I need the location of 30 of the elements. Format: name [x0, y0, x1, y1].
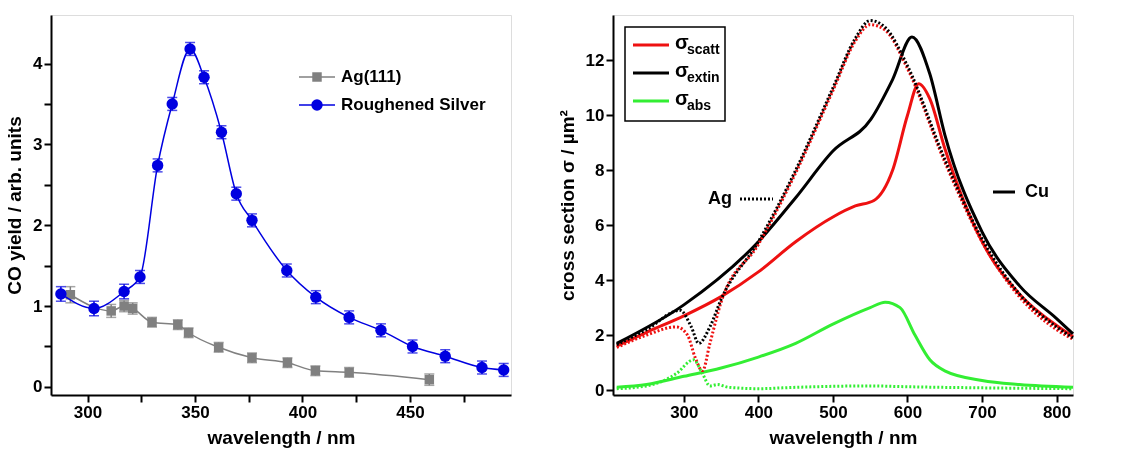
- y-tick-label: 6: [595, 215, 605, 235]
- x-tick-label: 800: [1042, 402, 1072, 422]
- y-tick-label: 4: [33, 54, 44, 74]
- x-tick-label: 400: [744, 402, 774, 422]
- annotation: Ag: [708, 188, 732, 208]
- x-tick-label: 300: [670, 402, 699, 422]
- x-tick-label: 500: [819, 402, 848, 422]
- y-tick-label: 1: [33, 296, 43, 316]
- x-tick-label: 350: [181, 402, 210, 422]
- x-axis-title: wavelength / nm: [206, 426, 356, 448]
- annotation: Cu: [1025, 181, 1049, 201]
- x-tick-label: 450: [396, 402, 425, 422]
- x-tick-label: 700: [968, 402, 997, 422]
- y-tick-label: 12: [585, 50, 605, 70]
- legend-label: Ag(111): [341, 67, 402, 86]
- y-tick-label: 0: [33, 377, 43, 397]
- y-axis-title: cross section σ / µm²: [556, 110, 578, 301]
- y-axis-title: CO yield / arb. units: [4, 116, 26, 295]
- y-tick-label: 2: [33, 215, 43, 235]
- legend-label: Roughened Silver: [341, 95, 486, 114]
- x-axis-title: wavelength / nm: [768, 426, 918, 448]
- y-tick-label: 4: [595, 270, 606, 290]
- y-tick-label: 0: [595, 380, 605, 400]
- y-tick-label: 10: [585, 105, 605, 125]
- y-tick-label: 3: [33, 134, 43, 154]
- x-tick-label: 600: [893, 402, 923, 422]
- x-tick-label: 400: [288, 402, 318, 422]
- x-tick-label: 300: [73, 402, 103, 422]
- y-tick-label: 8: [595, 160, 605, 180]
- y-tick-label: 2: [595, 325, 605, 345]
